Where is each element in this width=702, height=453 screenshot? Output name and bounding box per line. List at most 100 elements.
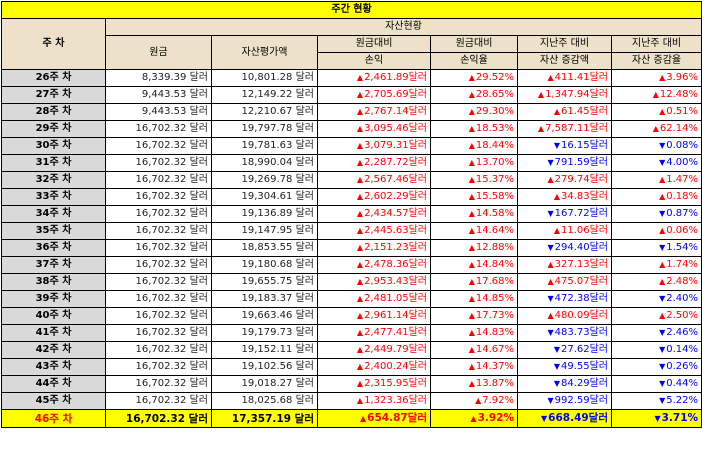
- pl-rate-cell[interactable]: ▲7.92%: [430, 392, 518, 410]
- pl-amount-cell[interactable]: ▲2,767.14달러: [317, 103, 431, 121]
- pl-amount-cell[interactable]: ▲2,151.23달러: [317, 239, 431, 257]
- asset-value-cell[interactable]: 19,179.73 달러: [211, 324, 318, 342]
- wow-amount-cell[interactable]: ▲11.06달러: [517, 222, 612, 240]
- asset-value-cell[interactable]: 19,797.78 달러: [211, 120, 318, 138]
- wow-amount-cell[interactable]: ▼167.72달러: [517, 205, 612, 223]
- wow-rate-cell[interactable]: ▼5.22%: [610, 392, 702, 410]
- pl-rate-cell[interactable]: ▲14.83%: [430, 324, 518, 342]
- principal-cell[interactable]: 16,702.32 달러: [105, 324, 212, 342]
- principal-cell[interactable]: 16,702.32 달러: [105, 205, 212, 223]
- pl-rate-cell[interactable]: ▲28.65%: [430, 86, 518, 104]
- pl-rate-cell[interactable]: ▲29.30%: [430, 103, 518, 121]
- wow-rate-cell[interactable]: ▼0.14%: [610, 341, 702, 359]
- wow-rate-cell[interactable]: ▼2.46%: [610, 324, 702, 342]
- wow-rate-cell[interactable]: ▲2.48%: [610, 273, 702, 291]
- wow-rate-cell[interactable]: ▼3.71%: [610, 409, 702, 428]
- pl-amount-cell[interactable]: ▲2,461.89달러: [317, 69, 431, 87]
- wow-amount-cell[interactable]: ▼992.59달러: [517, 392, 612, 410]
- pl-amount-header-line2[interactable]: 손익: [317, 52, 431, 70]
- week-cell[interactable]: 37주 차: [1, 256, 106, 274]
- pl-rate-cell[interactable]: ▲12.88%: [430, 239, 518, 257]
- principal-cell[interactable]: 16,702.32 달러: [105, 256, 212, 274]
- asset-value-cell[interactable]: 19,180.68 달러: [211, 256, 318, 274]
- week-cell[interactable]: 35주 차: [1, 222, 106, 240]
- week-cell[interactable]: 34주 차: [1, 205, 106, 223]
- asset-value-cell[interactable]: 10,801.28 달러: [211, 69, 318, 87]
- wow-amount-cell[interactable]: ▲327.13달러: [517, 256, 612, 274]
- asset-status-header[interactable]: 자산현황: [104, 18, 702, 36]
- week-cell[interactable]: 32주 차: [1, 171, 106, 189]
- pl-amount-cell[interactable]: ▲2,953.43달러: [317, 273, 431, 291]
- principal-cell[interactable]: 16,702.32 달러: [105, 341, 212, 359]
- wow-rate-cell[interactable]: ▼0.87%: [610, 205, 702, 223]
- principal-cell[interactable]: 9,443.53 달러: [105, 103, 212, 121]
- week-header[interactable]: 주 차: [1, 18, 106, 70]
- asset-value-cell[interactable]: 19,102.56 달러: [211, 358, 318, 376]
- asset-value-cell[interactable]: 19,152.11 달러: [211, 341, 318, 359]
- wow-amount-cell[interactable]: ▲475.07달러: [517, 273, 612, 291]
- week-cell[interactable]: 41주 차: [1, 324, 106, 342]
- pl-rate-cell[interactable]: ▲14.67%: [430, 341, 518, 359]
- pl-amount-cell[interactable]: ▲2,567.46달러: [317, 171, 431, 189]
- principal-cell[interactable]: 16,702.32 달러: [105, 392, 212, 410]
- asset-value-cell[interactable]: 12,149.22 달러: [211, 86, 318, 104]
- pl-amount-cell[interactable]: ▲3,079.31달러: [317, 137, 431, 155]
- wow-rate-cell[interactable]: ▲62.14%: [610, 120, 702, 138]
- wow-rate-cell[interactable]: ▲0.18%: [610, 188, 702, 206]
- asset-value-cell[interactable]: 12,210.67 달러: [211, 103, 318, 121]
- week-cell[interactable]: 28주 차: [1, 103, 106, 121]
- pl-rate-cell[interactable]: ▲13.70%: [430, 154, 518, 172]
- wow-amount-header-line1[interactable]: 지난주 대비: [517, 35, 612, 53]
- principal-cell[interactable]: 16,702.32 달러: [105, 239, 212, 257]
- wow-amount-cell[interactable]: ▲7,587.11달러: [517, 120, 612, 138]
- wow-amount-cell[interactable]: ▼27.62달러: [517, 341, 612, 359]
- pl-amount-cell[interactable]: ▲2,445.63달러: [317, 222, 431, 240]
- wow-rate-cell[interactable]: ▲12.48%: [610, 86, 702, 104]
- pl-amount-cell[interactable]: ▲2,478.36달러: [317, 256, 431, 274]
- pl-rate-cell[interactable]: ▲15.37%: [430, 171, 518, 189]
- wow-amount-cell[interactable]: ▼472.38달러: [517, 290, 612, 308]
- wow-rate-header-line1[interactable]: 지난주 대비: [610, 35, 702, 53]
- pl-rate-cell[interactable]: ▲14.37%: [430, 358, 518, 376]
- wow-amount-cell[interactable]: ▼483.73달러: [517, 324, 612, 342]
- pl-amount-cell[interactable]: ▲654.87달러: [317, 409, 431, 428]
- asset-value-cell[interactable]: 19,018.27 달러: [211, 375, 318, 393]
- pl-amount-cell[interactable]: ▲2,449.79달러: [317, 341, 431, 359]
- week-cell[interactable]: 27주 차: [1, 86, 106, 104]
- principal-cell[interactable]: 16,702.32 달러: [105, 358, 212, 376]
- week-cell[interactable]: 43주 차: [1, 358, 106, 376]
- asset-value-cell[interactable]: 18,853.55 달러: [211, 239, 318, 257]
- week-cell[interactable]: 46주 차: [1, 409, 106, 428]
- week-cell[interactable]: 40주 차: [1, 307, 106, 325]
- pl-rate-cell[interactable]: ▲17.68%: [430, 273, 518, 291]
- wow-rate-cell[interactable]: ▲2.50%: [610, 307, 702, 325]
- pl-amount-cell[interactable]: ▲2,602.29달러: [317, 188, 431, 206]
- principal-header[interactable]: 원금: [105, 35, 212, 70]
- pl-rate-cell[interactable]: ▲18.44%: [430, 137, 518, 155]
- asset-value-cell[interactable]: 19,663.46 달러: [211, 307, 318, 325]
- wow-amount-cell[interactable]: ▲480.09달러: [517, 307, 612, 325]
- asset-value-cell[interactable]: 19,781.63 달러: [211, 137, 318, 155]
- asset-value-header[interactable]: 자산평가액: [211, 35, 318, 70]
- week-cell[interactable]: 36주 차: [1, 239, 106, 257]
- wow-amount-header-line2[interactable]: 자산 증감액: [517, 52, 612, 70]
- principal-cell[interactable]: 16,702.32 달러: [105, 273, 212, 291]
- week-cell[interactable]: 38주 차: [1, 273, 106, 291]
- wow-amount-cell[interactable]: ▲411.41달러: [517, 69, 612, 87]
- wow-amount-cell[interactable]: ▼668.49달러: [517, 409, 612, 428]
- pl-amount-cell[interactable]: ▲2,287.72달러: [317, 154, 431, 172]
- wow-rate-cell[interactable]: ▼0.44%: [610, 375, 702, 393]
- week-cell[interactable]: 31주 차: [1, 154, 106, 172]
- principal-cell[interactable]: 8,339.39 달러: [105, 69, 212, 87]
- principal-cell[interactable]: 16,702.32 달러: [105, 137, 212, 155]
- pl-rate-cell[interactable]: ▲18.53%: [430, 120, 518, 138]
- principal-cell[interactable]: 16,702.32 달러: [105, 120, 212, 138]
- wow-rate-cell[interactable]: ▲0.51%: [610, 103, 702, 121]
- week-cell[interactable]: 39주 차: [1, 290, 106, 308]
- pl-rate-cell[interactable]: ▲14.58%: [430, 205, 518, 223]
- asset-value-cell[interactable]: 18,990.04 달러: [211, 154, 318, 172]
- week-cell[interactable]: 44주 차: [1, 375, 106, 393]
- wow-amount-cell[interactable]: ▼791.59달러: [517, 154, 612, 172]
- wow-amount-cell[interactable]: ▲34.83달러: [517, 188, 612, 206]
- pl-rate-cell[interactable]: ▲17.73%: [430, 307, 518, 325]
